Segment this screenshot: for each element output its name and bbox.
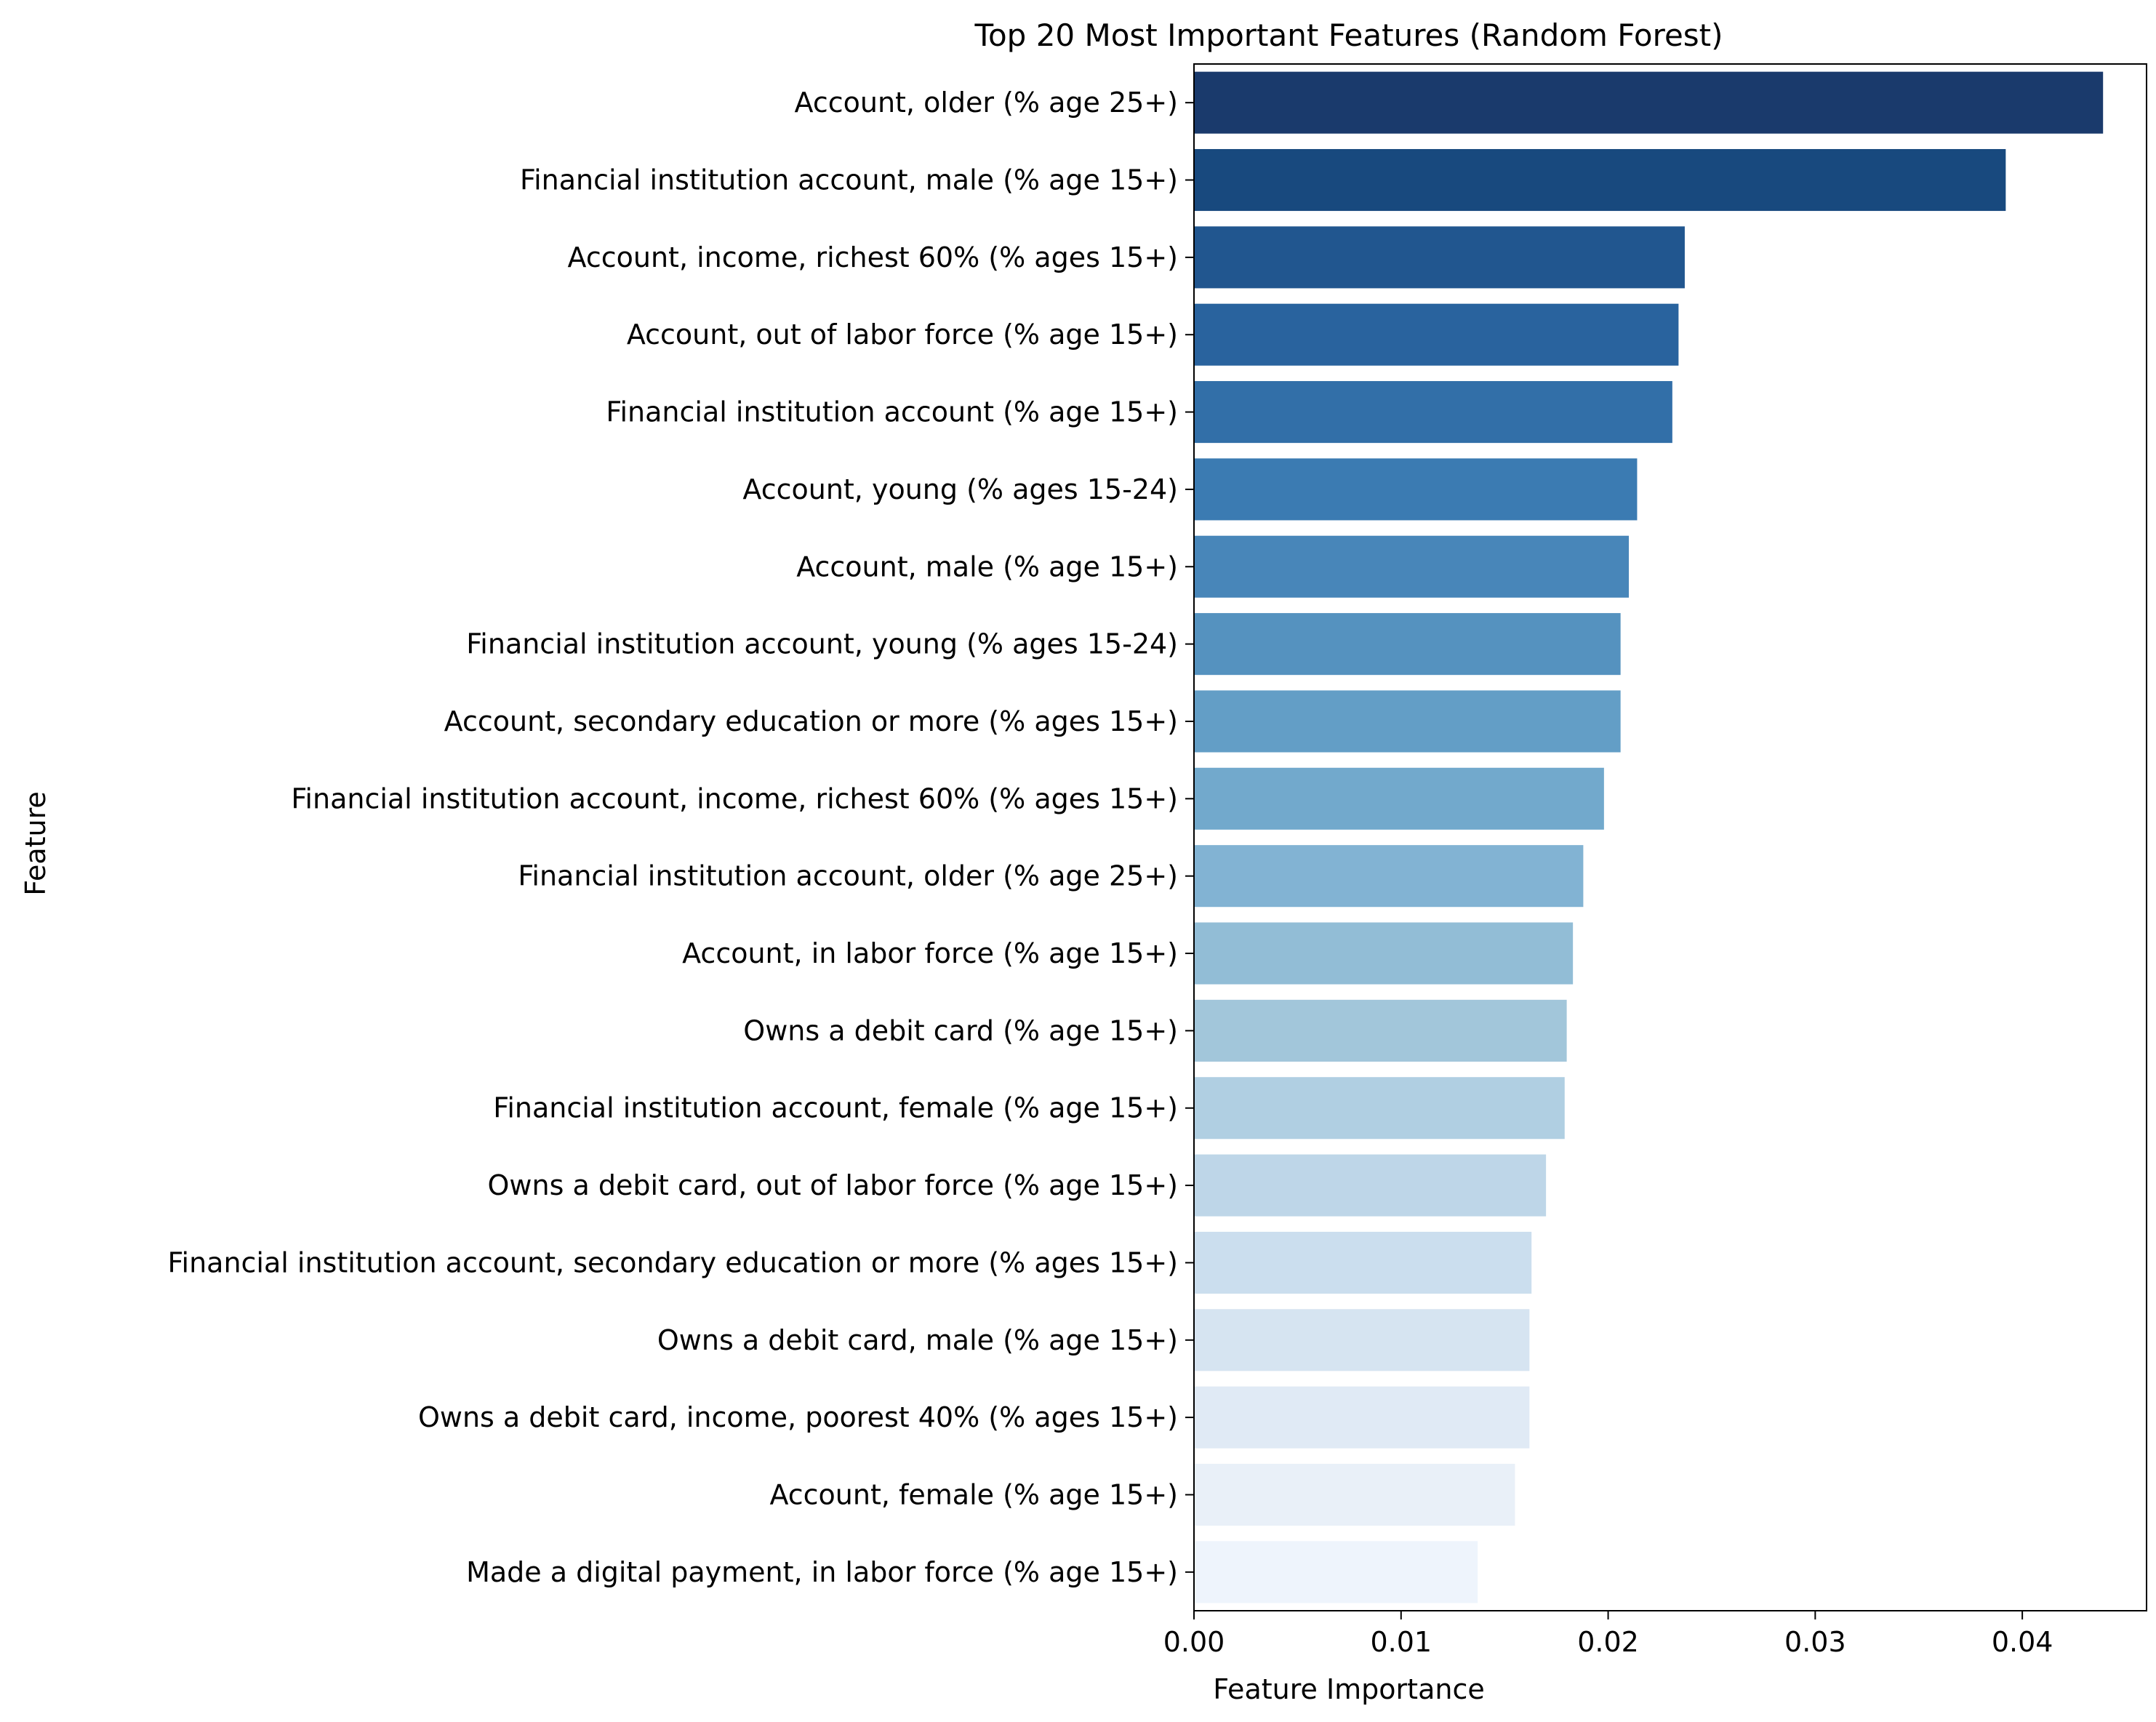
- bar-9: [1194, 690, 1621, 753]
- bar-19: [1194, 1463, 1515, 1526]
- plot-frame: [1193, 63, 2147, 1611]
- bar-11: [1194, 845, 1584, 908]
- x-tick-label-3: 0.02: [1577, 1626, 1639, 1658]
- category-label-3: Account, income, richest 60% (% ages 15+…: [568, 241, 1178, 273]
- bar-20: [1194, 1541, 1478, 1603]
- category-label-7: Account, male (% age 15+): [796, 550, 1178, 582]
- bar-8: [1194, 613, 1621, 676]
- category-label-2: Financial institution account, male (% a…: [520, 164, 1178, 196]
- bar-17: [1194, 1309, 1530, 1371]
- category-label-4: Account, out of labor force (% age 15+): [627, 319, 1178, 351]
- bar-14: [1194, 1077, 1565, 1140]
- category-label-18: Owns a debit card, income, poorest 40% (…: [418, 1401, 1178, 1433]
- bar-5: [1194, 381, 1672, 444]
- bar-6: [1194, 458, 1638, 521]
- bar-10: [1194, 767, 1604, 830]
- category-label-13: Owns a debit card (% age 15+): [743, 1014, 1178, 1046]
- category-label-17: Owns a debit card, male (% age 15+): [657, 1324, 1178, 1356]
- x-tick-label-5: 0.04: [1992, 1626, 2053, 1658]
- x-tick-label-4: 0.03: [1784, 1626, 1846, 1658]
- bar-3: [1194, 226, 1685, 289]
- x-axis-label: Feature Importance: [1213, 1673, 1484, 1705]
- chart-title: Top 20 Most Important Features (Random F…: [974, 17, 1723, 53]
- bar-1: [1194, 71, 2104, 134]
- bar-16: [1194, 1231, 1532, 1294]
- bar-15: [1194, 1154, 1547, 1217]
- x-ticks-group: 0.00 0.01 0.02 0.03 0.04: [1163, 1611, 2053, 1658]
- category-label-19: Account, female (% age 15+): [769, 1478, 1178, 1510]
- category-label-5: Financial institution account (% age 15+…: [606, 396, 1178, 428]
- category-label-9: Account, secondary education or more (% …: [444, 705, 1178, 737]
- category-label-1: Account, older (% age 25+): [795, 87, 1179, 119]
- category-label-14: Financial institution account, female (%…: [493, 1092, 1178, 1124]
- category-label-10: Financial institution account, income, r…: [291, 782, 1178, 814]
- bar-4: [1194, 303, 1679, 366]
- category-label-11: Financial institution account, older (% …: [518, 860, 1178, 892]
- bar-13: [1194, 999, 1567, 1062]
- bar-12: [1194, 922, 1574, 985]
- category-labels-group: Account, older (% age 25+) Financial inst…: [167, 87, 1194, 1588]
- category-label-16: Financial institution account, secondary…: [167, 1246, 1178, 1278]
- bar-18: [1194, 1386, 1530, 1449]
- x-tick-label-1: 0.00: [1163, 1626, 1225, 1658]
- bar-2: [1194, 148, 2006, 212]
- x-tick-label-2: 0.01: [1370, 1626, 1432, 1658]
- category-label-6: Account, young (% ages 15-24): [742, 473, 1178, 505]
- y-axis-label: Feature: [20, 791, 52, 896]
- category-label-20: Made a digital payment, in labor force (…: [466, 1556, 1178, 1588]
- bars-group: [1194, 71, 2104, 1603]
- category-label-8: Financial institution account, young (% …: [466, 628, 1178, 660]
- category-label-15: Owns a debit card, out of labor force (%…: [488, 1169, 1178, 1201]
- bar-7: [1194, 535, 1630, 598]
- category-label-12: Account, in labor force (% age 15+): [682, 937, 1178, 969]
